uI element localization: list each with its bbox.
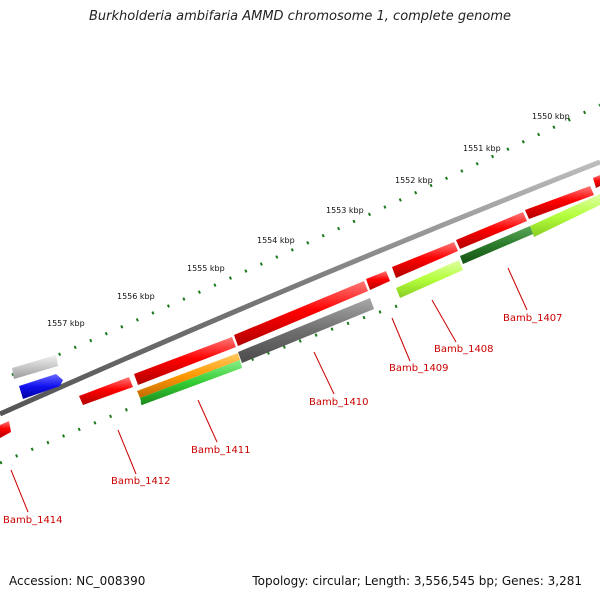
green-feature[interactable] [140,360,242,405]
leader-line [391,317,411,362]
ruler-label: 1550 kbp [532,112,570,121]
ruler-label: 1555 kbp [187,264,225,273]
leader-line [313,351,335,395]
leader-lines [10,267,528,513]
gene-label[interactable]: Bamb_1410 [309,397,369,408]
inner-features [137,194,600,405]
ruler-label: 1553 kbp [326,206,364,215]
leader-line [431,299,457,343]
cds-arrow[interactable] [525,186,594,219]
leader-line [197,399,218,443]
blue-feature[interactable] [19,374,63,399]
leader-line [10,469,29,513]
cds-arrow[interactable] [456,212,527,249]
gene-labels: Bamb_1407 Bamb_1408 Bamb_1409 Bamb_1410 … [3,313,563,526]
accession-text: Accession: NC_008390 [9,574,146,588]
map-title: Burkholderia ambifaria AMMD chromosome 1… [88,9,512,24]
ruler-label: 1554 kbp [257,236,295,245]
cds-arrow[interactable] [0,421,11,438]
gene-label[interactable]: Bamb_1414 [3,515,63,526]
lime-feature[interactable] [396,260,463,298]
cds-arrow[interactable] [79,377,133,405]
ruler-label: 1552 kbp [395,176,433,185]
gene-label[interactable]: Bamb_1408 [434,344,494,355]
ruler-label: 1556 kbp [117,292,155,301]
ruler-label: 1551 kbp [463,144,501,153]
cds-arrow[interactable] [593,175,600,188]
gray-feature[interactable] [238,298,374,363]
genome-summary: Topology: circular; Length: 3,556,545 bp… [252,574,582,588]
forward-features [0,175,600,438]
chromosome-backbone [0,159,600,417]
ruler-label: 1557 kbp [47,319,85,328]
orange-feature[interactable] [137,353,240,398]
gene-label[interactable]: Bamb_1412 [111,476,171,487]
gene-label[interactable]: Bamb_1409 [389,363,449,374]
leader-line [507,267,528,311]
lime-feature[interactable] [530,194,600,237]
cds-arrow[interactable] [392,242,458,278]
light-gray-feature[interactable] [12,355,58,379]
gene-label[interactable]: Bamb_1411 [191,445,251,456]
leader-line [117,429,137,475]
gene-label[interactable]: Bamb_1407 [503,313,563,324]
cds-arrow[interactable] [134,337,236,385]
cds-arrow[interactable] [234,281,368,346]
cds-arrow[interactable] [366,271,390,290]
dark-green-feature[interactable] [460,226,533,264]
ruler-labels: 1550 kbp 1551 kbp 1552 kbp 1553 kbp 1554… [47,112,570,328]
